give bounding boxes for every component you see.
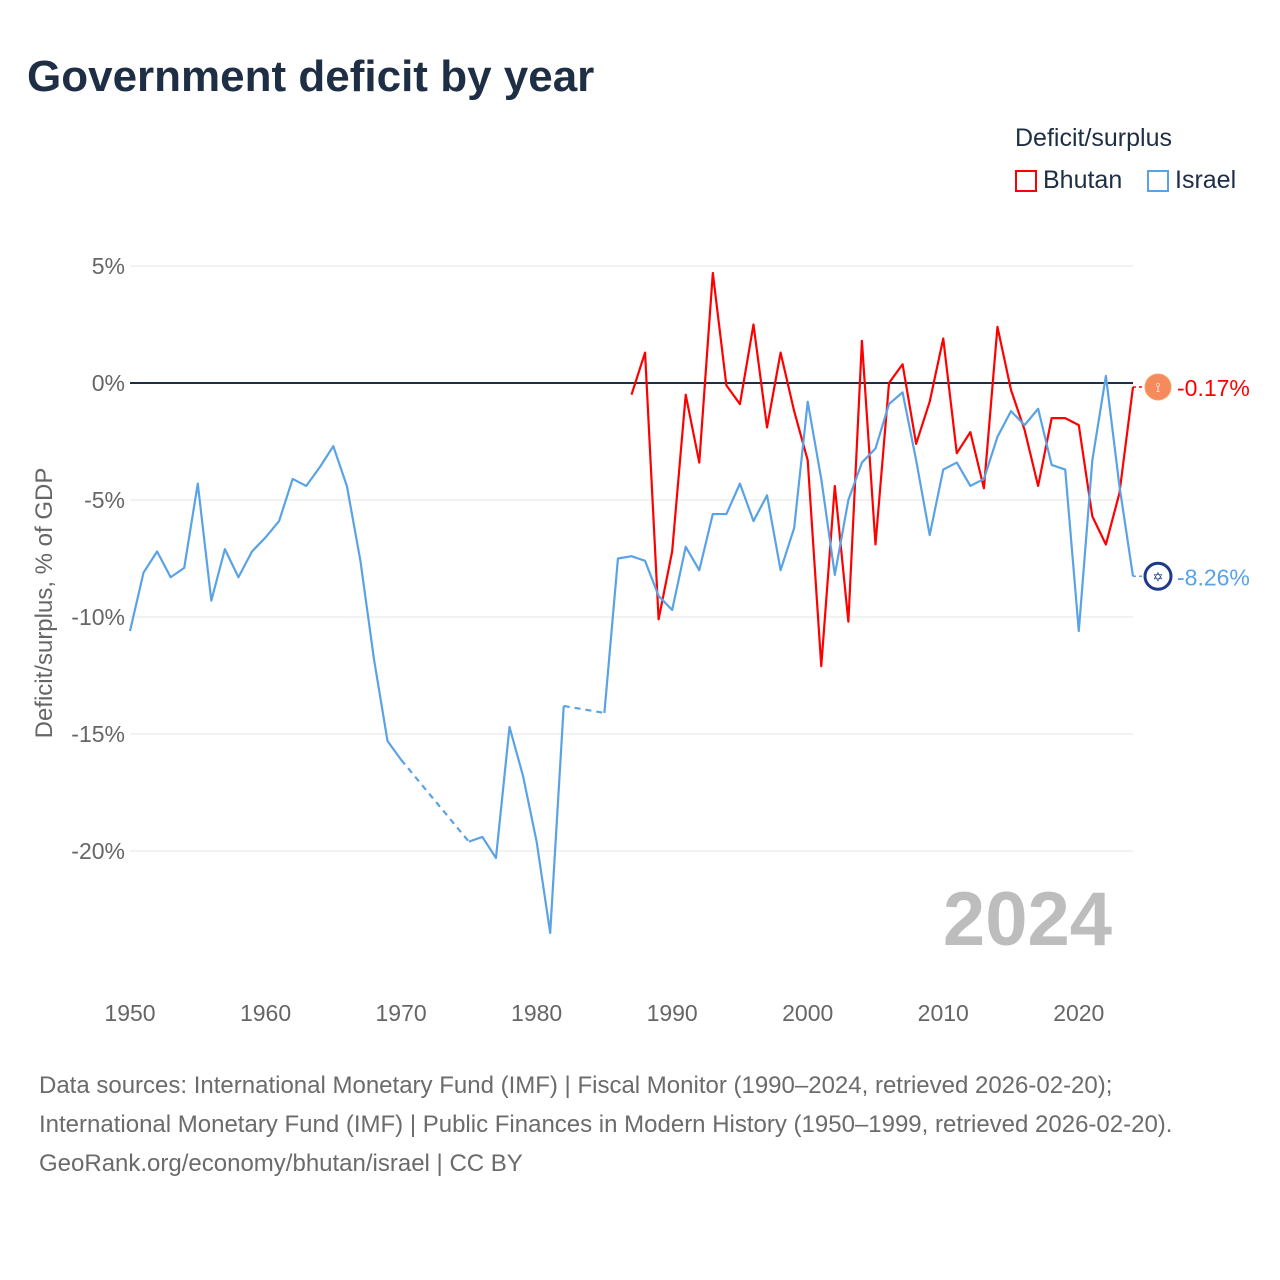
series-line-israel: [603, 374, 1135, 714]
line-chart: Deficit/surplus, % of GDP 5% 0% -5% -10% -15…: [31, 253, 1250, 1026]
y-tick-label: -5%: [84, 487, 125, 513]
end-value-label: -0.17%: [1177, 375, 1250, 401]
legend-item-bhutan[interactable]: Bhutan: [1015, 166, 1122, 195]
x-tick-label: 2010: [918, 1000, 969, 1026]
y-tick-label: -10%: [71, 604, 125, 630]
y-tick-label: -20%: [71, 838, 125, 864]
legend-title: Deficit/surplus: [1015, 124, 1172, 152]
legend-swatch-bhutan: [1015, 169, 1037, 192]
legend-swatch-israel: [1147, 169, 1169, 192]
current-year-watermark: 2024: [943, 877, 1112, 962]
x-tick-label: 1990: [647, 1000, 698, 1026]
y-tick-label: 0%: [92, 370, 125, 396]
x-tick-label: 1960: [240, 1000, 291, 1026]
x-tick-label: 1980: [511, 1000, 562, 1026]
series-gap-israel: [400, 759, 470, 843]
flag-icon-bhutan: [1144, 373, 1172, 401]
flag-emblem-icon: ✡: [1153, 569, 1164, 584]
series-line-israel: [128, 445, 402, 761]
footer: Data sources: International Monetary Fun…: [39, 1066, 1239, 1183]
chart-title: Government deficit by year: [27, 52, 595, 101]
x-tick-label: 2020: [1053, 1000, 1104, 1026]
flag-emblem-icon: ⟟: [1156, 380, 1161, 395]
legend-label-bhutan: Bhutan: [1043, 166, 1123, 194]
data-sources: Data sources: International Monetary Fun…: [39, 1072, 1173, 1138]
y-axis-label: Deficit/surplus, % of GDP: [31, 468, 58, 739]
y-tick-label: 5%: [92, 253, 125, 279]
legend-item-israel[interactable]: Israel: [1147, 166, 1236, 195]
x-tick-label: 2000: [782, 1000, 833, 1026]
series-gap-israel: [563, 704, 605, 715]
flag-icon-israel: [1143, 561, 1173, 591]
source-link[interactable]: GeoRank.org/economy/bhutan/israel | CC B…: [39, 1150, 523, 1177]
end-value-label: -8.26%: [1177, 564, 1250, 590]
legend-label-israel: Israel: [1175, 166, 1237, 194]
y-tick-label: -15%: [71, 721, 125, 747]
series-line-israel: [468, 705, 565, 935]
x-tick-label: 1970: [375, 1000, 426, 1026]
series-line-bhutan: [630, 271, 1135, 668]
x-tick-label: 1950: [104, 1000, 155, 1026]
